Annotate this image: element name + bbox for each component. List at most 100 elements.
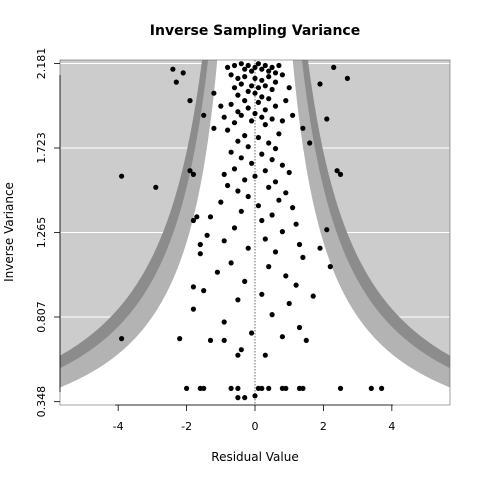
data-point-55 bbox=[276, 131, 282, 137]
data-point-86 bbox=[207, 214, 214, 220]
data-point-30 bbox=[235, 92, 241, 98]
data-point-98 bbox=[300, 254, 306, 260]
data-point-73 bbox=[242, 177, 248, 183]
data-point-60 bbox=[245, 144, 251, 150]
data-point-76 bbox=[266, 184, 272, 190]
data-point-18 bbox=[252, 75, 258, 81]
data-point-67 bbox=[279, 162, 285, 168]
data-point-71 bbox=[252, 173, 258, 179]
data-point-75 bbox=[225, 182, 231, 189]
data-point-20 bbox=[266, 74, 272, 80]
data-point-74 bbox=[272, 179, 279, 185]
data-point-105 bbox=[201, 288, 207, 294]
data-point-119 bbox=[170, 66, 176, 72]
data-point-22 bbox=[238, 81, 244, 87]
data-point-35 bbox=[228, 101, 234, 107]
data-point-4 bbox=[245, 62, 251, 69]
data-point-54 bbox=[225, 127, 231, 133]
data-point-47 bbox=[279, 118, 285, 124]
data-point-15 bbox=[228, 72, 234, 78]
data-point-102 bbox=[283, 273, 289, 279]
data-point-50 bbox=[218, 103, 224, 109]
data-point-163 bbox=[379, 385, 385, 391]
data-point-27 bbox=[269, 86, 275, 93]
data-point-3 bbox=[242, 66, 248, 72]
data-point-121 bbox=[187, 98, 193, 104]
data-point-24 bbox=[255, 85, 261, 91]
data-point-51 bbox=[286, 85, 292, 91]
data-point-147 bbox=[221, 337, 227, 343]
data-point-41 bbox=[238, 112, 244, 118]
data-point-45 bbox=[231, 120, 238, 126]
data-point-161 bbox=[337, 385, 344, 391]
data-point-137 bbox=[190, 217, 196, 224]
data-point-49 bbox=[283, 98, 289, 104]
data-point-160 bbox=[300, 385, 306, 391]
data-point-145 bbox=[177, 336, 183, 342]
data-point-141 bbox=[327, 264, 333, 270]
data-point-120 bbox=[173, 79, 179, 85]
data-point-106 bbox=[259, 291, 265, 297]
data-point-59 bbox=[266, 140, 272, 146]
data-point-148 bbox=[235, 352, 241, 358]
data-point-66 bbox=[249, 160, 255, 166]
data-point-136 bbox=[194, 214, 200, 220]
data-point-29 bbox=[252, 90, 258, 96]
data-point-9 bbox=[262, 62, 268, 69]
data-point-140 bbox=[317, 245, 323, 251]
y-tick-label-1: 0.807 bbox=[35, 301, 48, 333]
data-point-139 bbox=[197, 241, 203, 248]
data-point-34 bbox=[255, 99, 261, 105]
data-point-108 bbox=[286, 300, 292, 307]
plot-area bbox=[59, 59, 451, 406]
data-point-127 bbox=[324, 116, 330, 122]
data-point-142 bbox=[190, 284, 196, 290]
data-point-33 bbox=[242, 98, 248, 104]
data-point-143 bbox=[310, 293, 316, 299]
data-point-7 bbox=[255, 61, 261, 67]
data-point-26 bbox=[231, 85, 238, 91]
data-point-113 bbox=[249, 330, 255, 336]
data-point-85 bbox=[269, 212, 275, 218]
data-point-80 bbox=[276, 197, 282, 203]
data-point-77 bbox=[235, 188, 241, 194]
y-axis-label: Inverse Variance bbox=[2, 182, 16, 282]
x-tick-label-3: 2 bbox=[320, 420, 327, 433]
data-point-64 bbox=[238, 155, 244, 161]
data-point-68 bbox=[231, 166, 238, 172]
data-point-133 bbox=[337, 171, 344, 177]
data-point-164 bbox=[235, 395, 241, 401]
data-point-11 bbox=[269, 64, 275, 70]
data-point-21 bbox=[272, 79, 279, 85]
data-point-25 bbox=[262, 83, 268, 89]
data-point-111 bbox=[221, 319, 227, 325]
data-point-42 bbox=[259, 114, 265, 120]
x-axis-label: Residual Value bbox=[211, 450, 298, 464]
data-point-8 bbox=[259, 66, 265, 72]
data-point-115 bbox=[207, 337, 214, 343]
data-point-17 bbox=[242, 74, 248, 80]
data-point-40 bbox=[252, 110, 258, 117]
data-point-52 bbox=[211, 90, 217, 96]
data-point-144 bbox=[119, 336, 125, 342]
data-point-117 bbox=[262, 352, 268, 358]
data-point-48 bbox=[221, 114, 227, 120]
x-tick-label-0: -4 bbox=[113, 420, 124, 433]
data-point-82 bbox=[255, 203, 261, 209]
data-point-100 bbox=[266, 264, 272, 270]
data-point-70 bbox=[221, 171, 227, 177]
data-point-94 bbox=[296, 241, 303, 248]
data-point-56 bbox=[242, 133, 248, 139]
y-tick-label-0: 0.348 bbox=[35, 386, 48, 418]
data-point-158 bbox=[283, 385, 289, 391]
data-point-38 bbox=[262, 107, 268, 113]
data-point-72 bbox=[286, 169, 292, 176]
data-point-89 bbox=[231, 225, 238, 231]
data-point-101 bbox=[214, 269, 220, 275]
data-point-53 bbox=[290, 112, 296, 118]
data-point-123 bbox=[211, 125, 217, 131]
data-point-96 bbox=[272, 249, 279, 255]
data-point-132 bbox=[334, 168, 340, 174]
data-point-10 bbox=[266, 68, 272, 74]
data-point-78 bbox=[283, 190, 289, 196]
